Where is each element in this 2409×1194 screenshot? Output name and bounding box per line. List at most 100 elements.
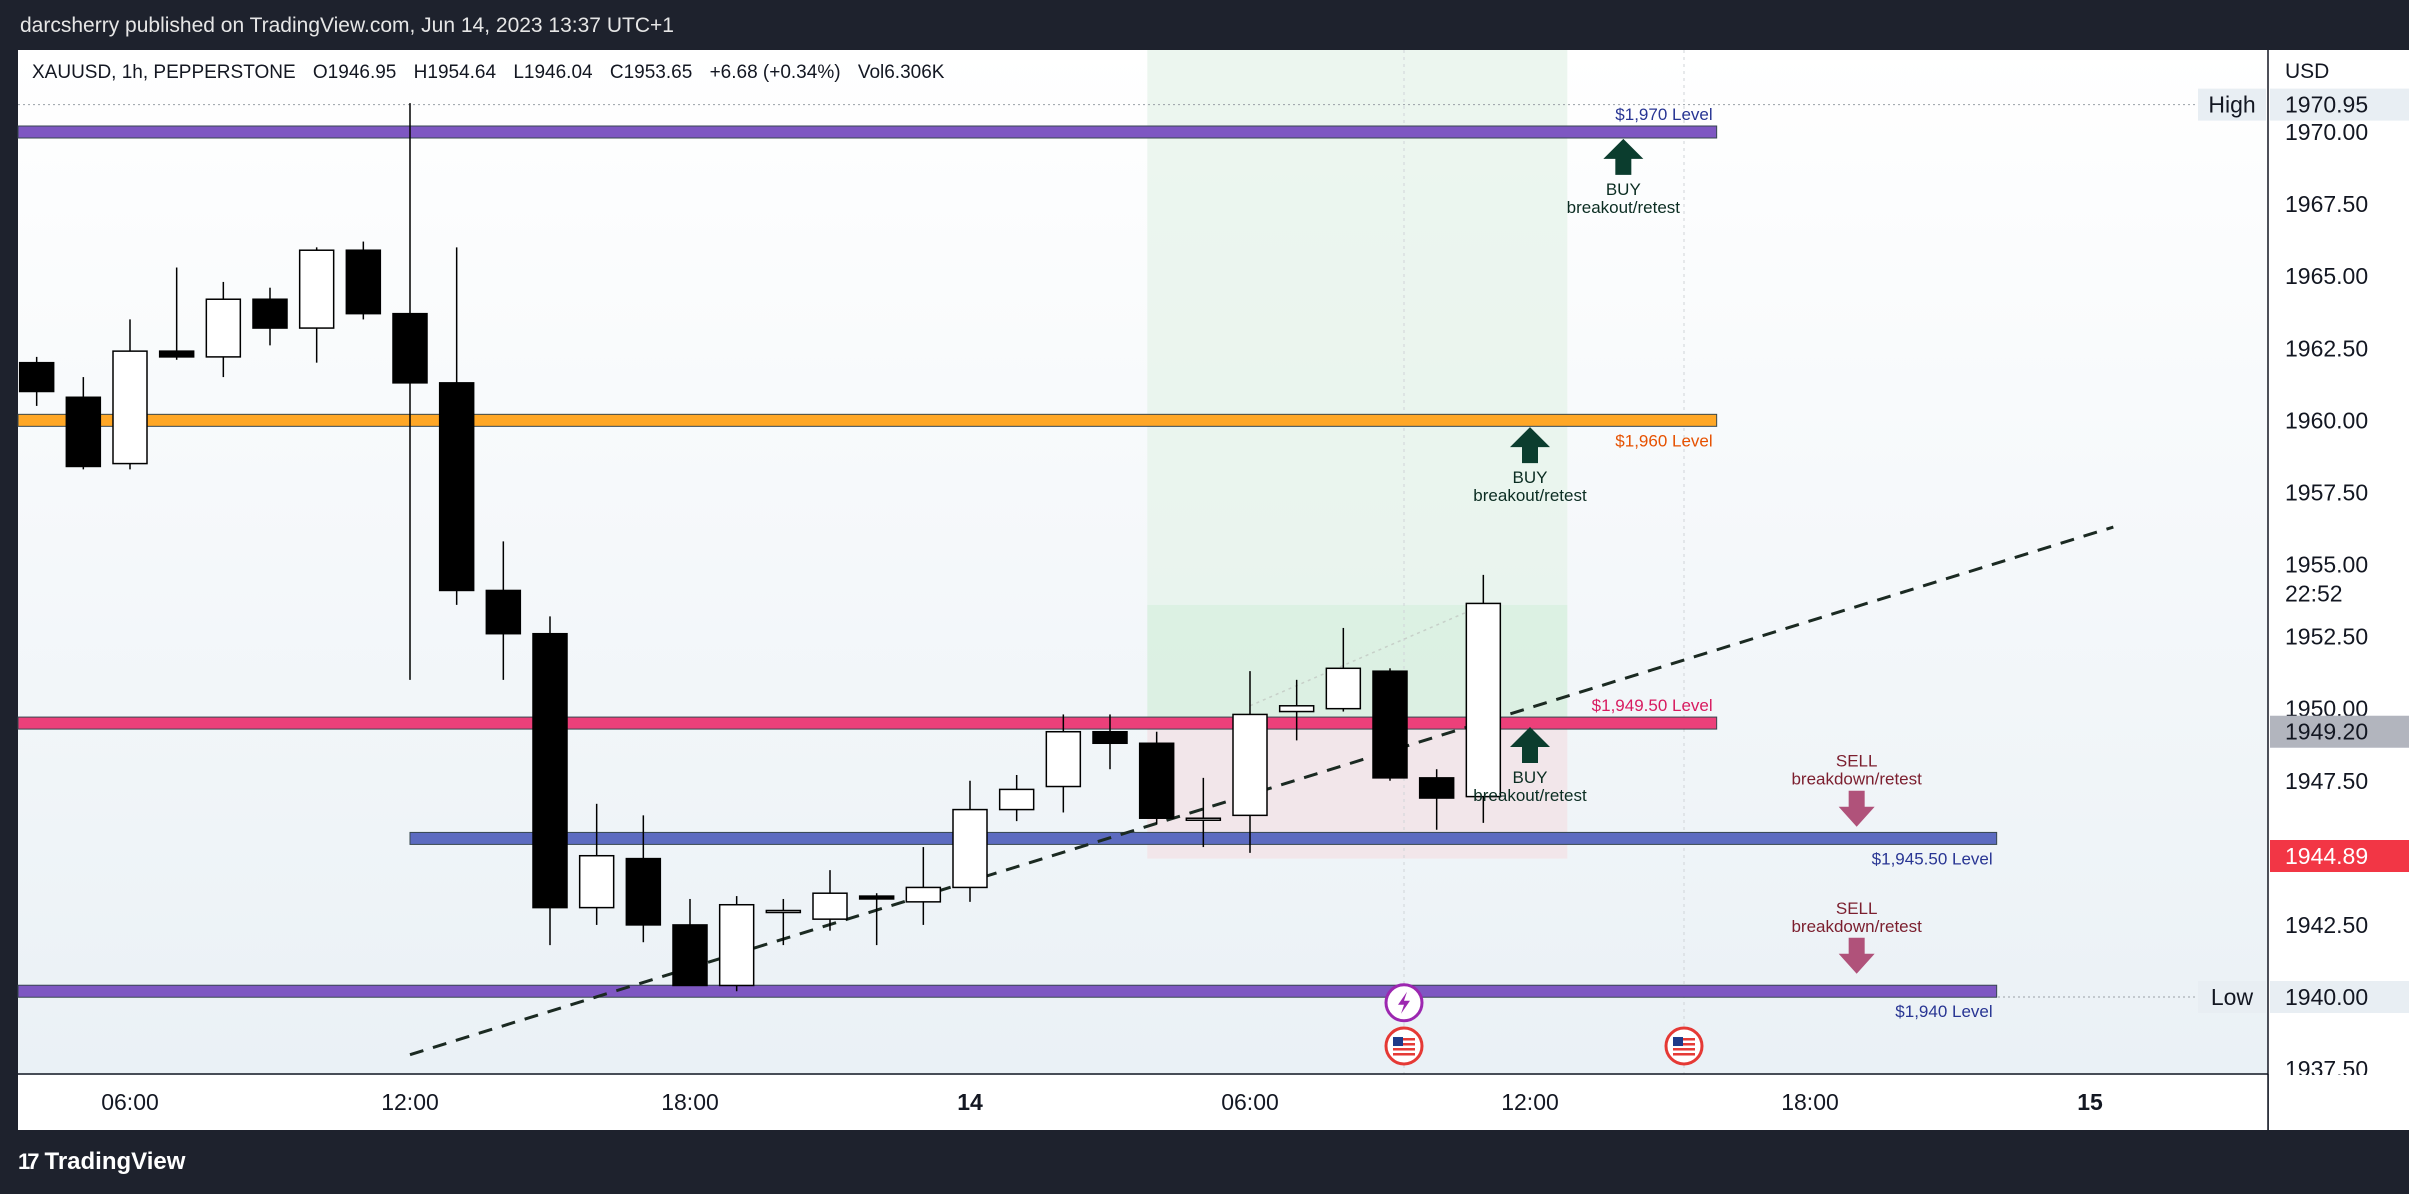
price-tick-label: 1955.00: [2285, 552, 2368, 578]
price-badge: [2270, 715, 2409, 748]
level-band[interactable]: [17, 413, 1718, 427]
time-tick-label: 12:00: [381, 1089, 439, 1115]
candle[interactable]: [252, 298, 288, 329]
candle[interactable]: [1045, 730, 1082, 788]
candle[interactable]: [532, 632, 568, 909]
annotation-line2: breakout/retest: [1567, 198, 1681, 217]
flag-canton: [1673, 1037, 1683, 1047]
flag-stripe: [1393, 1048, 1415, 1051]
candle[interactable]: [1232, 713, 1268, 817]
candle[interactable]: [1278, 705, 1315, 713]
price-badge-value: 22:52: [2285, 580, 2343, 606]
price-tick-label: 1962.50: [2285, 335, 2368, 361]
candle[interactable]: [1325, 667, 1362, 710]
candle[interactable]: [765, 909, 802, 914]
lightning-glyph: [1398, 991, 1410, 1014]
annotation-line2: breakdown/retest: [1791, 917, 1922, 936]
candle[interactable]: [718, 903, 755, 987]
buy-arrow-icon: [1603, 138, 1644, 175]
candle[interactable]: [158, 350, 195, 358]
price-badge-value: 1949.20: [2285, 719, 2368, 745]
candle[interactable]: [578, 854, 615, 909]
annotation-line1: SELL: [1836, 752, 1878, 771]
time-axis[interactable]: [18, 1075, 2268, 1130]
us-flag-icon[interactable]: [1384, 1026, 1424, 1066]
level-band[interactable]: [17, 984, 1998, 998]
candle[interactable]: [112, 350, 148, 465]
price-badge: [2270, 981, 2409, 1013]
flag-stripe: [1673, 1053, 1695, 1056]
publisher-text: darcsherry published on TradingView.com,…: [20, 14, 674, 37]
candle[interactable]: [392, 312, 428, 384]
publisher-bar: darcsherry published on TradingView.com,…: [0, 0, 2409, 50]
sell-arrow-icon: [1838, 790, 1875, 827]
price-badge-value: 1944.89: [2285, 843, 2368, 869]
candle[interactable]: [298, 249, 335, 329]
price-badge: [2270, 577, 2409, 610]
candle[interactable]: [905, 886, 942, 903]
time-tick-label: 15: [2077, 1089, 2103, 1115]
level-label: $1,940 Level: [1895, 1002, 1992, 1021]
flag-stripe: [1393, 1053, 1415, 1056]
level-label: $1,945.50 Level: [1872, 849, 1993, 868]
us-flag-icon[interactable]: [1664, 1026, 1704, 1066]
flag-stripe: [1673, 1048, 1695, 1051]
candle[interactable]: [858, 895, 895, 900]
footer-bar: [0, 1130, 2409, 1194]
projection-line: [1249, 604, 1484, 707]
annotation-line1: SELL: [1836, 899, 1878, 918]
tradingview-logo-icon: 17: [18, 1149, 40, 1174]
annotation-line2: breakout/retest: [1473, 786, 1587, 805]
candle[interactable]: [345, 249, 382, 315]
level-label: $1,970 Level: [1615, 105, 1712, 124]
annotation-line1: BUY: [1606, 180, 1641, 199]
tradingview-logo[interactable]: 17 TradingView: [18, 1148, 185, 1176]
axis-corner: [2269, 1075, 2409, 1130]
candle[interactable]: [1185, 817, 1222, 821]
buy-arrow-icon: [1510, 727, 1550, 764]
candle[interactable]: [1372, 670, 1408, 779]
candle[interactable]: [625, 857, 662, 926]
currency-label[interactable]: USD: [2285, 60, 2330, 83]
legend-close: C1953.65: [609, 62, 693, 83]
candle[interactable]: [485, 589, 522, 635]
price-tick-label: 1947.50: [2285, 768, 2368, 794]
time-tick-label: 12:00: [1501, 1089, 1559, 1115]
time-tick-label: 18:00: [1781, 1089, 1839, 1115]
symbol-info[interactable]: XAUUSD, 1h, PEPPERSTONE: [32, 62, 296, 83]
price-tick-label: 1970.00: [2285, 119, 2368, 145]
candle[interactable]: [1138, 742, 1175, 819]
time-tick-label: 14: [957, 1089, 983, 1115]
price-badge-label: Low: [2211, 984, 2254, 1010]
price-chart[interactable]: $1,970 Level $1,960 Level $1,949.50 Level $…: [0, 0, 2409, 1130]
flag-stripe: [1673, 1043, 1695, 1046]
price-tick-label: 1965.00: [2285, 263, 2368, 289]
legend-volume: Vol6.306K: [857, 62, 945, 83]
level-band[interactable]: [17, 125, 1718, 139]
time-tick-label: 18:00: [661, 1089, 719, 1115]
price-badge-value: 1940.00: [2285, 984, 2368, 1010]
candle[interactable]: [65, 396, 102, 468]
legend-open: O1946.95: [312, 62, 397, 83]
candle[interactable]: [18, 361, 55, 393]
candle[interactable]: [812, 892, 848, 920]
candle[interactable]: [1418, 777, 1455, 799]
flag-stripe: [1393, 1038, 1415, 1041]
candle[interactable]: [952, 808, 988, 889]
annotation-line1: BUY: [1513, 468, 1548, 487]
target-zone: [1147, 50, 1568, 605]
candle[interactable]: [205, 298, 242, 358]
price-badge-label: High: [2208, 92, 2255, 118]
candle[interactable]: [1092, 730, 1128, 745]
legend-low: L1946.04: [513, 62, 593, 83]
flag-stripe: [1393, 1043, 1415, 1046]
flag-canton: [1393, 1037, 1403, 1047]
price-badge: [2270, 840, 2409, 873]
level-band[interactable]: [17, 716, 1718, 730]
candle[interactable]: [998, 788, 1035, 811]
candle[interactable]: [438, 382, 475, 592]
price-tick-label: 1942.50: [2285, 912, 2368, 938]
candle[interactable]: [1465, 602, 1502, 798]
sell-arrow-icon: [1838, 937, 1875, 974]
candle[interactable]: [672, 924, 708, 987]
